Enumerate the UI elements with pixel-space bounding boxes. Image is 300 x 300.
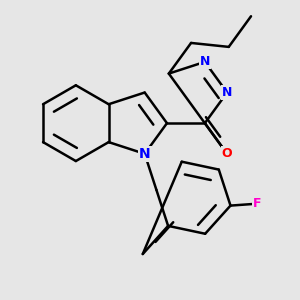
Text: N: N bbox=[139, 147, 151, 161]
Text: N: N bbox=[200, 56, 210, 68]
Text: O: O bbox=[222, 147, 232, 160]
Text: F: F bbox=[253, 197, 261, 210]
Text: N: N bbox=[222, 86, 232, 99]
